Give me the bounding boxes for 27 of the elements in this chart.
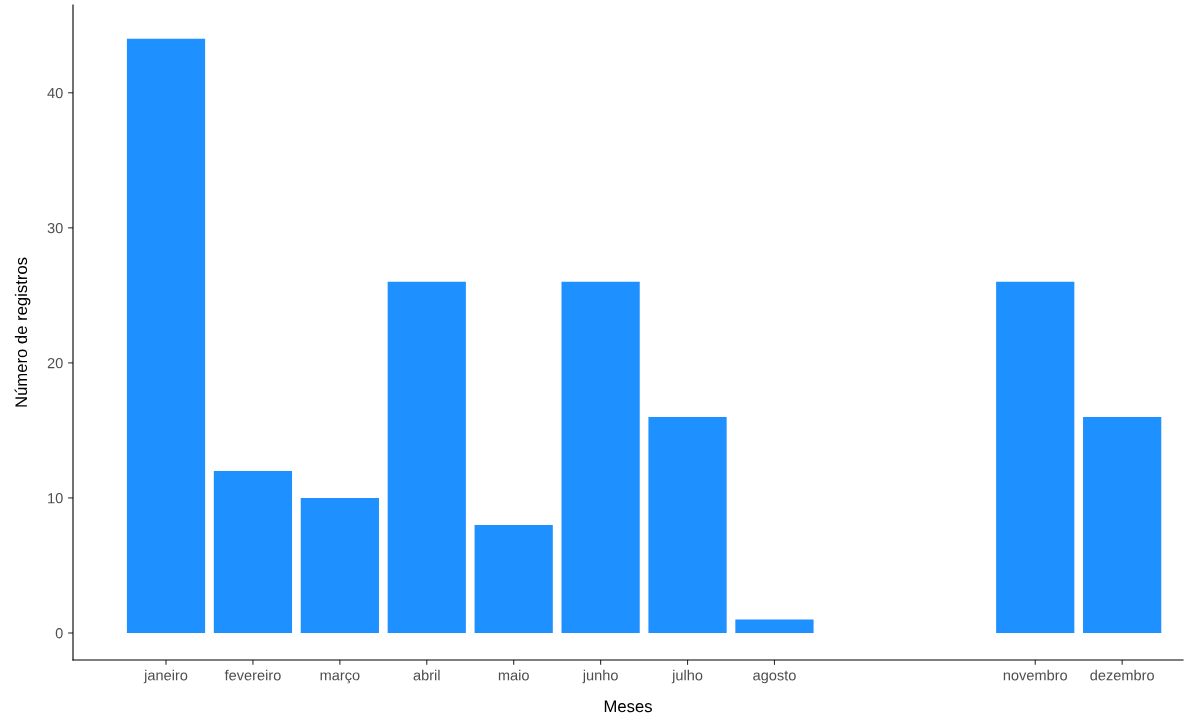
x-tick-label: novembro: [1003, 669, 1068, 681]
bar: [300, 497, 379, 633]
y-tick-label: 20: [47, 357, 63, 369]
bar: [126, 38, 206, 633]
y-tick-label: 30: [47, 222, 63, 234]
x-tick-label: junho: [582, 669, 618, 684]
y-tick-label: 0: [55, 628, 63, 639]
y-tick-label: 40: [47, 87, 63, 99]
y-tick-label: 10: [48, 493, 63, 504]
x-tick-label: julho: [671, 669, 703, 684]
bar: [735, 619, 814, 633]
x-tick-label: fevereiro: [224, 669, 281, 681]
x-tick-label: março: [320, 672, 360, 684]
bar: [387, 281, 466, 633]
bar: [1083, 416, 1162, 633]
x-tick-label: janeiro: [143, 669, 188, 684]
bar: [996, 281, 1075, 633]
y-axis-title: Número de registros: [14, 257, 31, 407]
bar: [648, 416, 727, 633]
x-tick-label: dezembro: [1090, 669, 1154, 681]
x-tick-label: maio: [498, 669, 529, 681]
bar: [213, 470, 293, 633]
x-axis-title: Meses: [604, 700, 652, 713]
x-tick-label: abril: [413, 669, 440, 681]
bar: [474, 524, 553, 633]
x-tick-label: agosto: [753, 670, 796, 684]
bar: [561, 281, 640, 633]
